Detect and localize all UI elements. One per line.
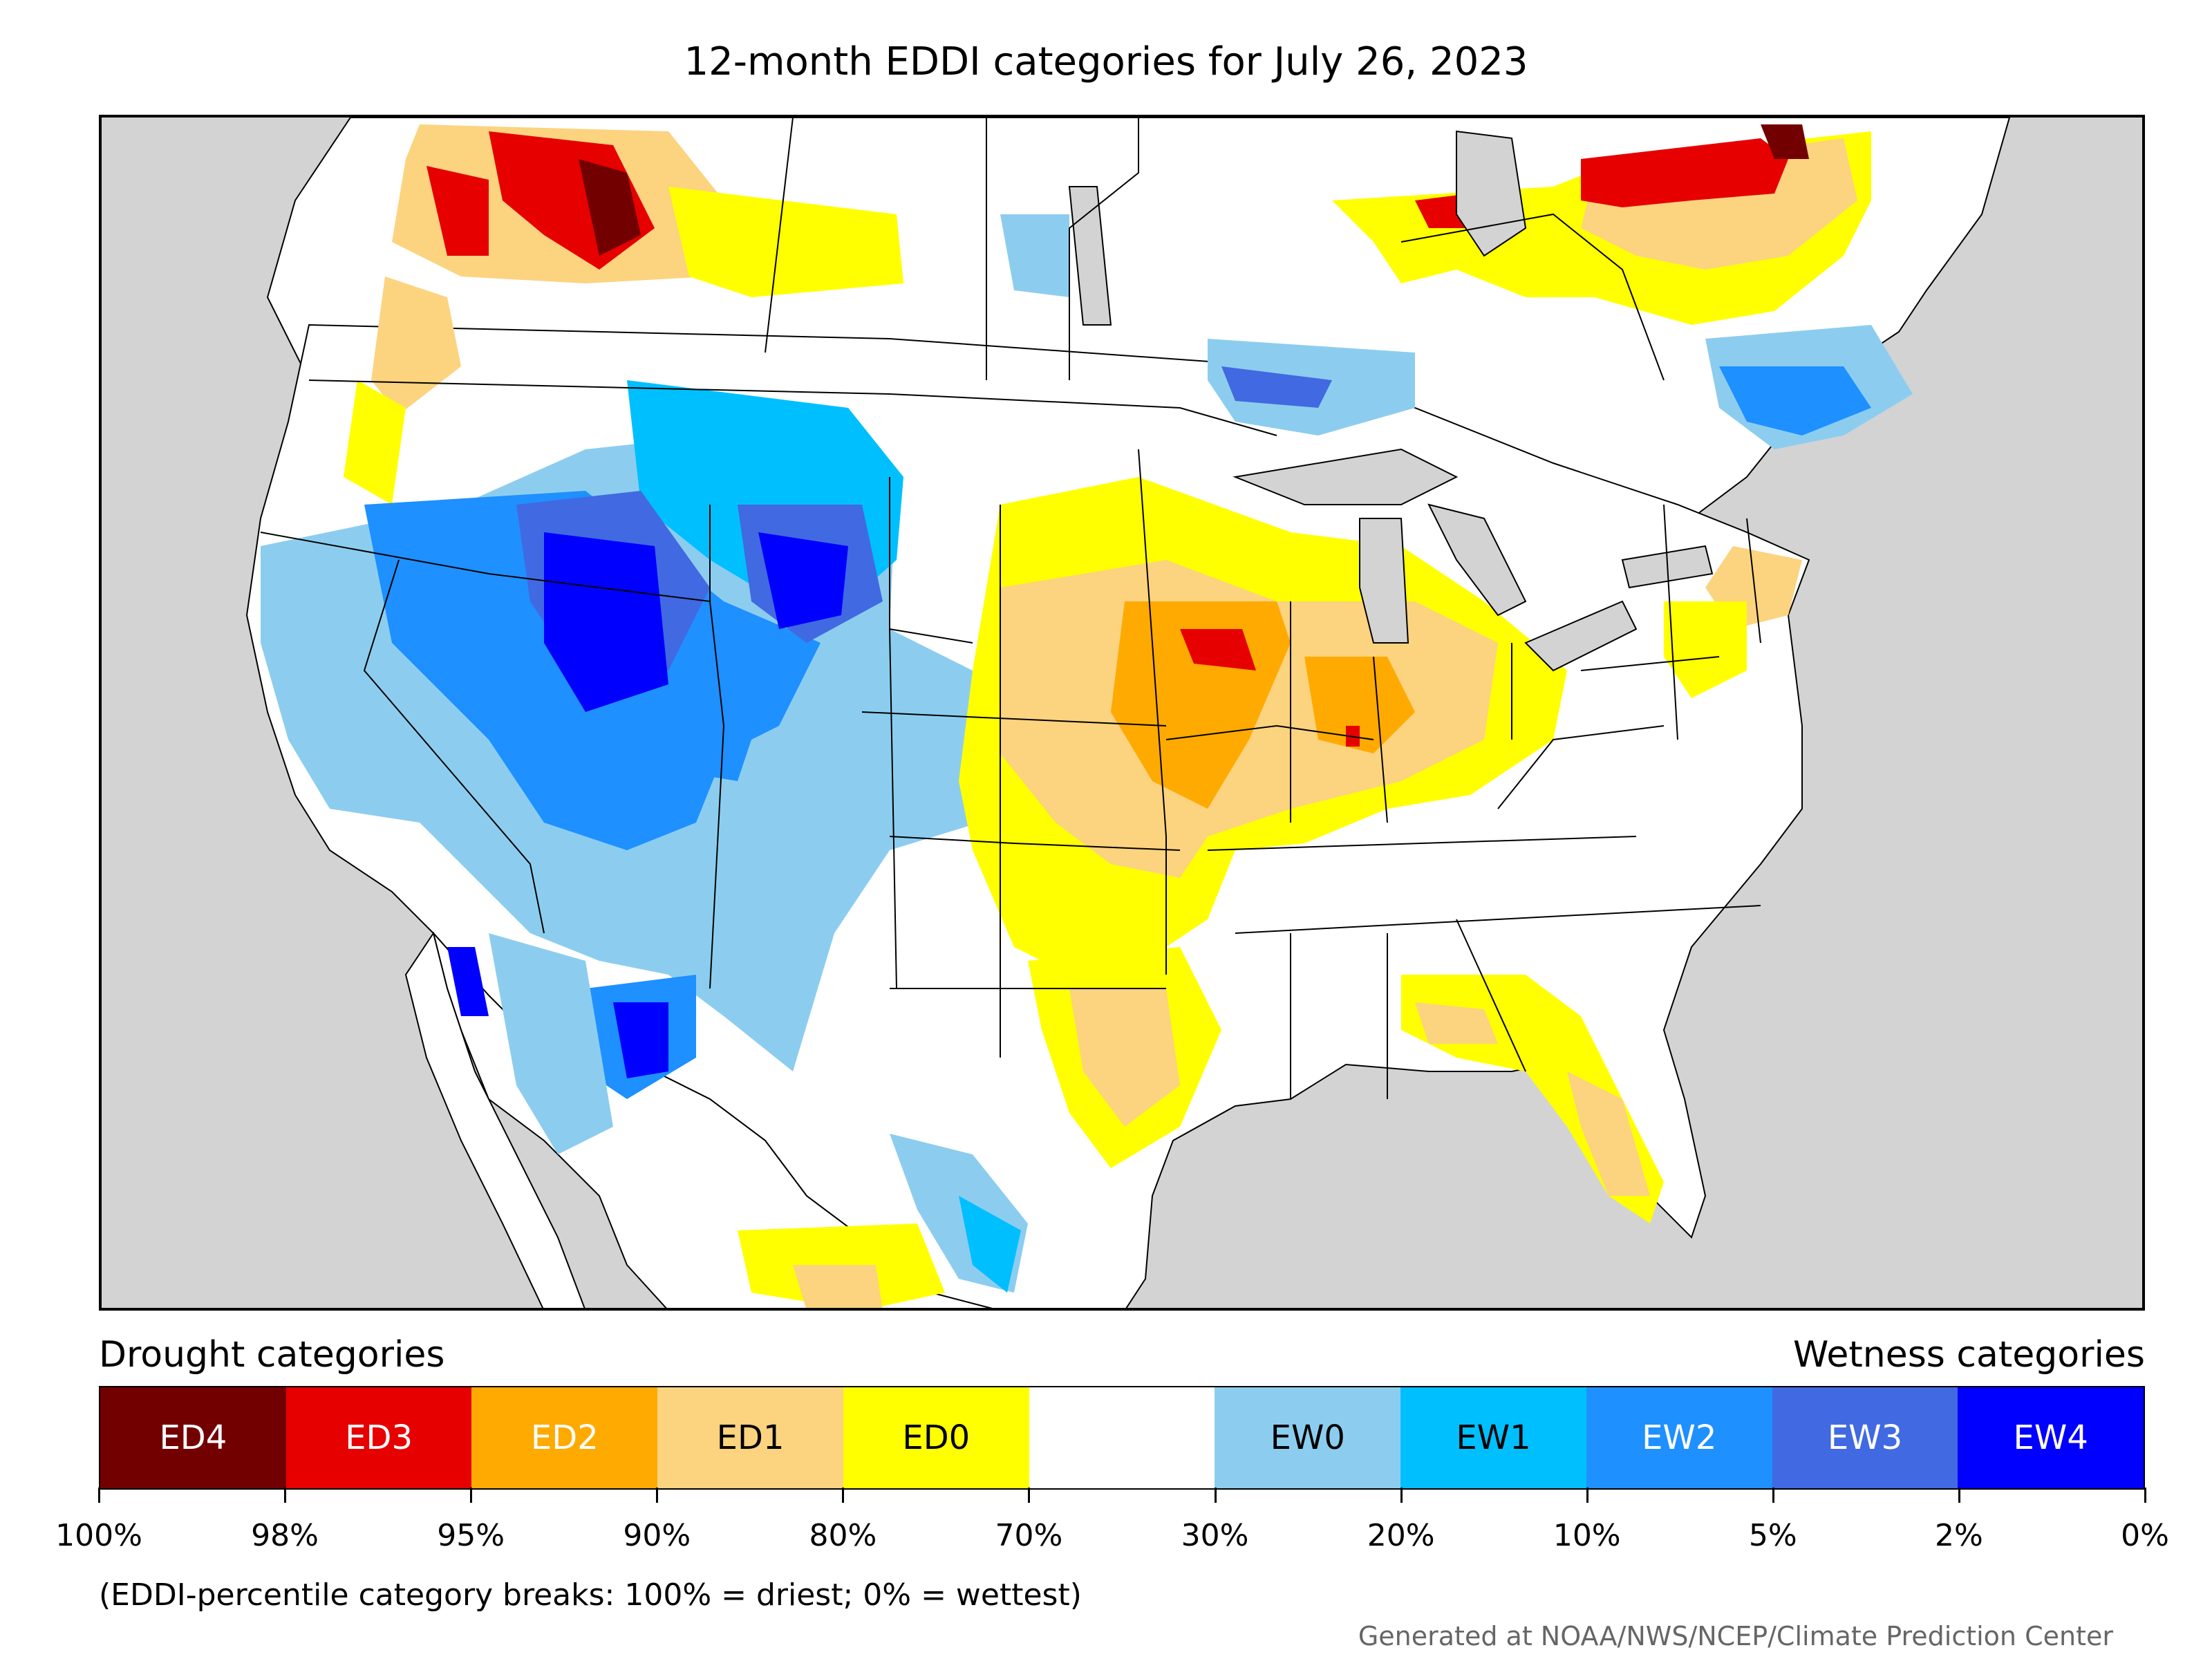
- colorbar-tick: [1400, 1488, 1403, 1503]
- eddi-category-regions: [261, 124, 1913, 1308]
- wetness-categories-label: Wetness categories: [1793, 1334, 2145, 1376]
- percentile-note: (EDDI-percentile category breaks: 100% =…: [99, 1577, 1082, 1613]
- colorbar-tick: [1028, 1488, 1031, 1503]
- colorbar-tick-label: 10%: [1553, 1518, 1621, 1553]
- colorbar-tick: [1958, 1488, 1960, 1503]
- colorbar-cell-ed4: ED4: [100, 1387, 286, 1488]
- colorbar-cell-ew2: EW2: [1586, 1387, 1772, 1488]
- colorbar-tick-label: 90%: [623, 1518, 691, 1553]
- colorbar-tick-label: 2%: [1935, 1518, 1983, 1553]
- colorbar-tick: [656, 1488, 659, 1503]
- colorbar-tick: [2144, 1488, 2146, 1503]
- colorbar-tick: [98, 1488, 100, 1503]
- great-lakes: [1068, 130, 1714, 672]
- colorbar-tick: [284, 1488, 287, 1503]
- colorbar-cell-ew0: EW0: [1215, 1387, 1401, 1488]
- colorbar-tick-label: 95%: [437, 1518, 505, 1553]
- colorbar-cell-ed0: ED0: [843, 1387, 1029, 1488]
- map-title: 12-month EDDI categories for July 26, 20…: [684, 39, 1528, 84]
- eddi-map: [99, 115, 2145, 1311]
- colorbar-cell-ed2: ED2: [471, 1387, 658, 1488]
- colorbar-tick: [842, 1488, 845, 1503]
- colorbar-tick-label: 70%: [995, 1518, 1063, 1553]
- colorbar-tick-label: 5%: [1748, 1518, 1797, 1553]
- colorbar-cell-ed3: ED3: [285, 1387, 472, 1488]
- colorbar-tick: [1772, 1488, 1774, 1503]
- colorbar-cell-ew3: EW3: [1772, 1387, 1958, 1488]
- colorbar-tick-label: 98%: [251, 1518, 319, 1553]
- land-baja: [404, 931, 585, 1308]
- colorbar-tick: [470, 1488, 473, 1503]
- colorbar-cell-ew1: EW1: [1400, 1387, 1586, 1488]
- map-svg: [245, 118, 2011, 1308]
- category-colorbar: ED4 ED3 ED2 ED1 ED0 EW0 EW1 EW2 EW3 EW4: [99, 1386, 2145, 1490]
- colorbar-cell-ed1: ED1: [657, 1387, 843, 1488]
- colorbar-tick-label: 100%: [55, 1518, 142, 1553]
- colorbar-tick-label: 20%: [1367, 1518, 1435, 1553]
- colorbar-cell-neutral: [1029, 1387, 1215, 1488]
- colorbar-tick: [1214, 1488, 1217, 1503]
- drought-categories-label: Drought categories: [99, 1334, 445, 1376]
- colorbar-tick: [1586, 1488, 1588, 1503]
- credit-line: Generated at NOAA/NWS/NCEP/Climate Predi…: [1358, 1621, 2113, 1651]
- colorbar-ticks: 100% 98% 95% 90% 80% 70% 30% 20% 10% 5% 2% 0%: [0, 1488, 2212, 1553]
- colorbar-cell-ew4: EW4: [1958, 1387, 2144, 1488]
- political-boundaries: [260, 118, 1761, 1099]
- colorbar-tick-label: 80%: [809, 1518, 877, 1553]
- colorbar-tick-label: 0%: [2121, 1518, 2169, 1553]
- colorbar-tick-label: 30%: [1181, 1518, 1249, 1553]
